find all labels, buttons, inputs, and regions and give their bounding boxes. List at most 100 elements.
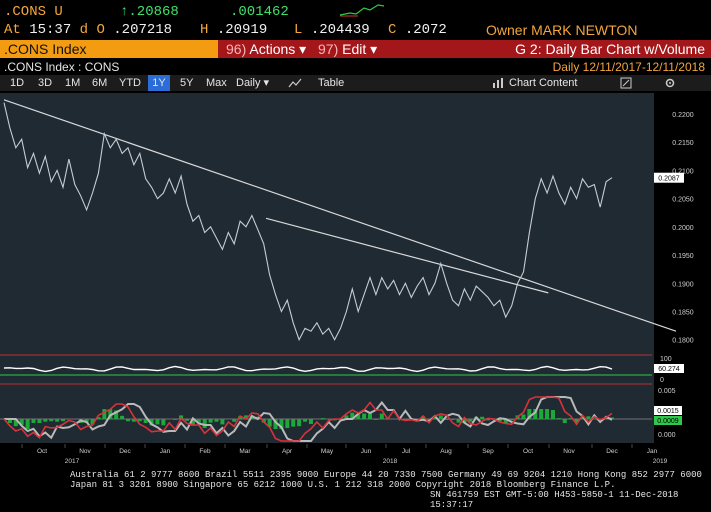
x-month-label: Nov	[563, 448, 575, 455]
x-month-label: Aug	[440, 448, 452, 455]
indicator2-histogram-bar	[486, 419, 491, 421]
indicator2-histogram-bar	[31, 419, 36, 424]
x-month-label: Mar	[239, 448, 251, 455]
range-ytd-button[interactable]: YTD	[119, 77, 141, 89]
indicator2-histogram-bar	[373, 419, 378, 420]
x-month-label: Jul	[402, 448, 411, 455]
indicator2-histogram-bar	[562, 419, 567, 424]
indicator2-histogram-bar	[173, 419, 178, 420]
security-label: .CONS Index : CONS	[4, 60, 120, 74]
price-chart-svg[interactable]: 0.2200 0.2150 0.2100 0.2050 0.2000 0.1950 0.19…	[0, 93, 711, 443]
x-month-label: Dec	[119, 448, 131, 455]
indicator2-histogram-bar	[527, 409, 532, 419]
indicator2-histogram-bar	[84, 419, 89, 423]
actions-menu[interactable]: 96) Actions ▾	[226, 41, 307, 57]
y-tick-label: 0.1900	[672, 281, 694, 288]
y-tick-label: 0.2050	[672, 197, 694, 204]
range-1m-button[interactable]: 1M	[65, 77, 81, 89]
table-button[interactable]: Table	[318, 77, 345, 89]
indicator2-histogram-bar	[456, 419, 461, 423]
index-name: .CONS Index	[4, 41, 87, 57]
up-arrow-icon: ↑	[120, 4, 129, 20]
indicator2-histogram-bar	[550, 410, 555, 419]
indicator2-histogram-bar	[131, 419, 136, 422]
indicator2-histogram-bar	[610, 417, 614, 419]
range-5y-button[interactable]: 5Y	[180, 77, 194, 89]
indicator2-histogram-bar	[450, 419, 455, 420]
edit-menu[interactable]: 97) Edit ▾	[318, 41, 378, 57]
date-range-display[interactable]: Daily 12/11/2017-12/11/2018	[552, 60, 705, 74]
last-value-label: 0.2087	[658, 176, 680, 183]
net-change: .001462	[230, 4, 289, 20]
indicator2-histogram-bar	[55, 419, 60, 422]
range-3d-button[interactable]: 3D	[38, 77, 53, 89]
close-field: C .2072	[388, 22, 447, 38]
x-year-label: 2017	[65, 458, 80, 465]
indicator2-histogram-bar	[403, 419, 408, 420]
indicator1-line	[3, 365, 613, 373]
indicator2-histogram-bar	[13, 419, 18, 427]
indicator2-histogram-bar	[356, 414, 361, 419]
range-1d-button[interactable]: 1D	[10, 77, 25, 89]
range-max-button[interactable]: Max	[206, 77, 227, 89]
chart-content-button[interactable]: Chart Content	[509, 77, 578, 89]
indicator2-histogram-bar	[196, 419, 201, 423]
indicator2-histogram-bar	[314, 419, 319, 420]
last-value-box	[654, 172, 684, 183]
indicator2-histogram-bar	[137, 419, 142, 422]
range-6m-button[interactable]: 6M	[92, 77, 108, 89]
indicator2-histogram-bar	[61, 419, 66, 422]
footer: Australia 61 2 9777 8600 Brazil 5511 239…	[0, 470, 711, 512]
indicator2-histogram-bar	[184, 419, 189, 421]
indicator2-histogram-bar	[326, 419, 331, 420]
y-tick-label: 0.2000	[672, 225, 694, 232]
indicator2-value-label-2: 0.0009	[657, 418, 679, 425]
settings-gear-icon[interactable]	[664, 75, 676, 91]
indicator2-histogram-bar	[155, 419, 160, 425]
indicator2-histogram-bar	[480, 416, 485, 419]
period-dropdown[interactable]: Daily ▾	[236, 77, 270, 89]
indicator2-tick-top: 0.005	[658, 388, 676, 395]
indicator2-histogram-bar	[503, 419, 508, 424]
indicator1-value-box	[654, 364, 684, 373]
ticker-label[interactable]: .CONS U	[4, 4, 63, 20]
indicator2-histogram-bar	[102, 409, 107, 419]
indicator2-histogram-bar	[308, 419, 313, 424]
indicator2-histogram-bar	[120, 415, 125, 419]
indicator2-histogram-bar	[179, 415, 184, 419]
indicator2-histogram-bar	[220, 419, 225, 425]
indicator2-histogram-bar	[421, 416, 426, 419]
footer-line-3: SN 461759 EST GMT-5:00 H453-5850-1 11-De…	[430, 490, 679, 510]
low-field: L .204439	[294, 22, 370, 38]
indicator2-histogram-bar	[190, 419, 195, 426]
chart-content-icon[interactable]	[492, 75, 504, 91]
indicator2-histogram-bar	[533, 409, 538, 419]
line-chart-icon[interactable]	[288, 75, 302, 91]
x-month-label: Jun	[361, 448, 372, 455]
trendline-2	[265, 217, 549, 294]
indicator2-value-box	[654, 406, 682, 415]
chart-area[interactable]: 0.2200 0.2150 0.2100 0.2050 0.2000 0.1950 0.19…	[0, 93, 711, 443]
x-year-label: 2019	[653, 458, 668, 465]
chart-toolbar: 1D 3D 1M 6M YTD 1Y 5Y Max Daily ▾ Table …	[0, 75, 711, 91]
indicator2-histogram-bar	[297, 419, 302, 427]
y-tick-label: 0.1950	[672, 253, 694, 260]
x-month-label: Oct	[37, 448, 47, 455]
index-name-bar[interactable]: .CONS Index	[0, 40, 218, 58]
x-year-label: 2018	[383, 458, 398, 465]
indicator2-histogram-bar	[202, 419, 207, 428]
high-field: H .20919	[200, 22, 268, 38]
indicator2-histogram-bar	[273, 419, 278, 429]
range-1y-button[interactable]: 1Y	[148, 75, 170, 91]
indicator2-histogram-bar	[432, 416, 437, 419]
indicator2-histogram-bar	[462, 419, 467, 424]
indicator2-histogram-bar	[90, 419, 95, 425]
indicator2-histogram-bar	[580, 416, 585, 419]
y-tick-label: 0.2150	[672, 140, 694, 147]
indicator2-tick-bottom: 0.000	[658, 432, 676, 439]
indicator2-histogram-bar	[438, 415, 443, 419]
edit-chart-icon[interactable]	[620, 75, 632, 91]
high-value: .20919	[216, 22, 268, 38]
y-tick-label: 0.2200	[672, 112, 694, 119]
indicator2-histogram-bar	[568, 418, 573, 419]
